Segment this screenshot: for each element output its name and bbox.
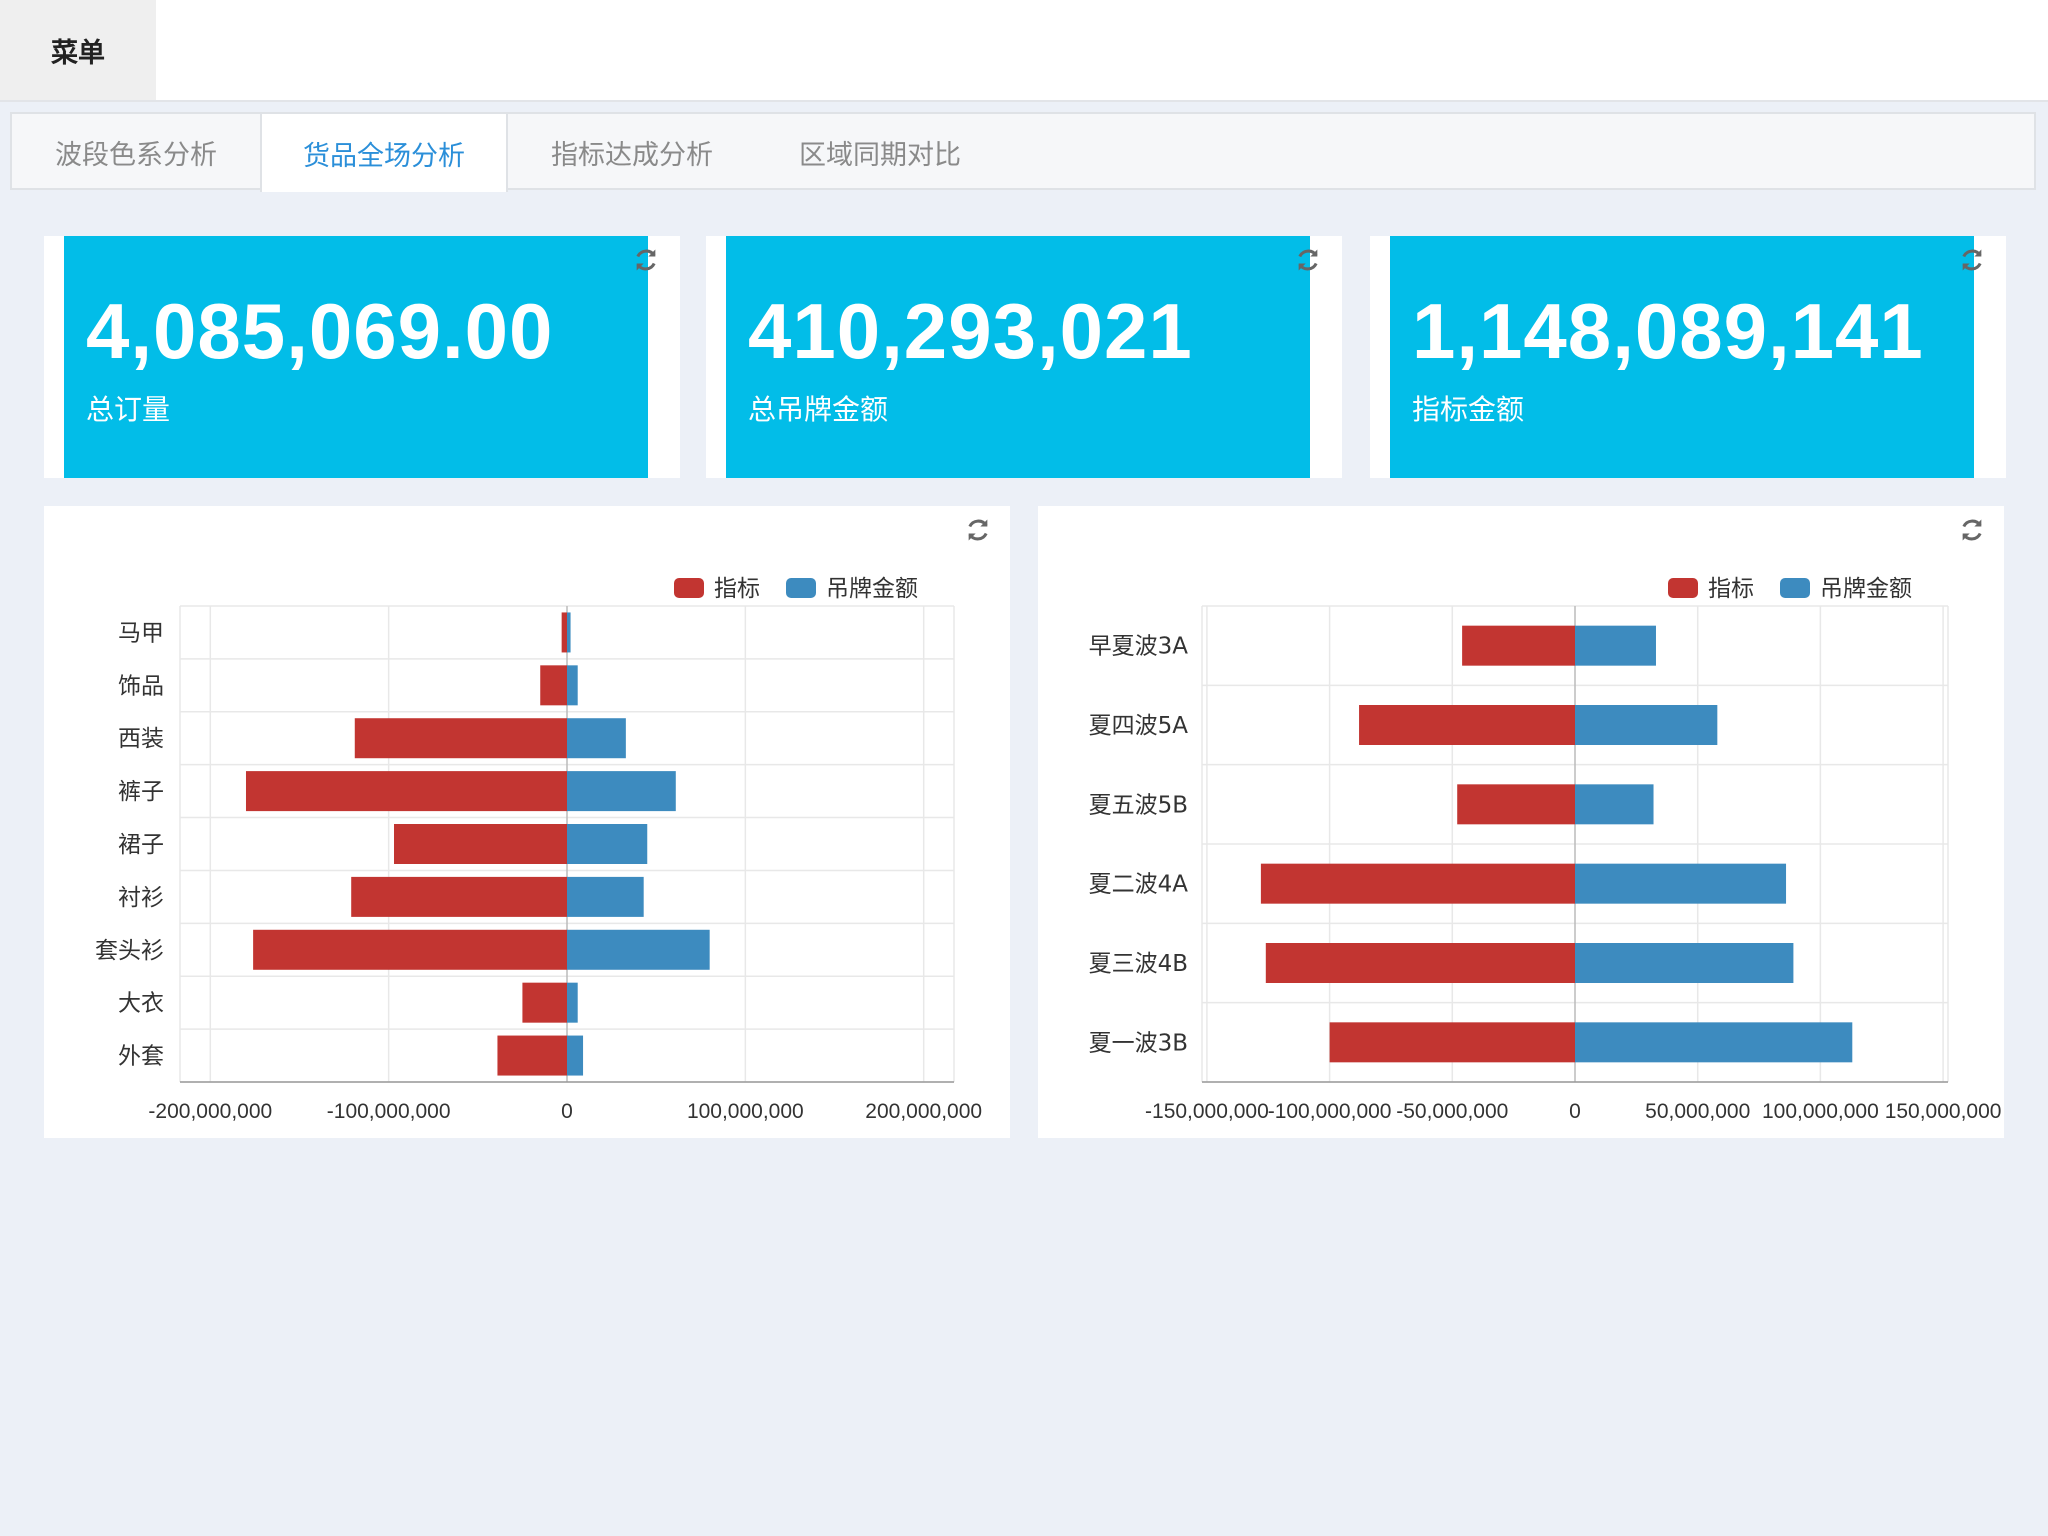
- kpi-value: 1,148,089,141: [1412, 287, 1924, 375]
- legend-label: 吊牌金额: [826, 576, 918, 602]
- refresh-icon[interactable]: [1958, 516, 1986, 544]
- bar-tag-amount: [1575, 1022, 1853, 1063]
- category-label: 裤子: [118, 779, 164, 805]
- top-bar: 菜单: [0, 0, 2048, 102]
- bar-target: [1265, 943, 1575, 983]
- category-label: 夏三波4B: [1089, 951, 1188, 977]
- legend-swatch: [674, 578, 704, 598]
- legend-swatch: [1668, 578, 1698, 598]
- bar-target: [497, 1035, 567, 1076]
- bar-tag-amount: [567, 982, 578, 1023]
- x-tick-label: 150,000,000: [1885, 1100, 2002, 1123]
- refresh-icon[interactable]: [632, 246, 660, 274]
- tab-band-color-analysis[interactable]: 波段色系分析: [55, 139, 217, 171]
- category-label: 套头衫: [95, 938, 164, 964]
- category-label: 早夏波3A: [1089, 634, 1189, 660]
- legend-label: 指标: [714, 576, 760, 602]
- bar-tag-amount: [567, 876, 644, 917]
- kpi-tile: 4,085,069.00 总订量: [64, 236, 648, 478]
- legend-swatch: [786, 578, 816, 598]
- menu-button[interactable]: 菜单: [0, 0, 156, 100]
- category-label: 饰品: [118, 673, 164, 699]
- bar-target: [1457, 784, 1575, 825]
- bar-tag-amount: [567, 612, 571, 653]
- chart-panel-band: -150,000,000 -100,000,000 -50,000,000 0 50,0…: [1038, 506, 2004, 1138]
- kpi-value: 410,293,021: [748, 287, 1193, 375]
- bar-tag-amount: [567, 665, 578, 706]
- bar-target: [1260, 863, 1575, 904]
- kpi-card-target-amount: 1,148,089,141 指标金额: [1370, 236, 2006, 478]
- x-tick-label: 100,000,000: [1762, 1100, 1879, 1123]
- category-label: 西装: [118, 726, 164, 752]
- x-tick-label: -100,000,000: [1268, 1100, 1392, 1123]
- kpi-label: 总吊牌金额: [748, 393, 889, 426]
- category-bar-chart: -200,000,000 -100,000,000 0 100,000,000 200,…: [95, 576, 982, 1123]
- bar-target: [253, 929, 567, 970]
- x-tick-label: -200,000,000: [148, 1100, 272, 1123]
- bar-tag-amount: [567, 1035, 584, 1076]
- tab-region-yoy-comparison[interactable]: 区域同期对比: [799, 139, 961, 171]
- category-label: 夏二波4A: [1089, 872, 1189, 898]
- x-tick-label: 0: [561, 1100, 573, 1123]
- x-tick-label: -150,000,000: [1145, 1100, 1269, 1123]
- kpi-tile: 410,293,021 总吊牌金额: [726, 236, 1310, 478]
- tab-bar: 波段色系分析 货品全场分析 指标达成分析 区域同期对比: [10, 112, 2036, 192]
- category-label: 大衣: [118, 991, 164, 1017]
- x-tick-label: 100,000,000: [687, 1100, 804, 1123]
- refresh-icon[interactable]: [964, 516, 992, 544]
- refresh-icon[interactable]: [1958, 246, 1986, 274]
- x-tick-label: -50,000,000: [1396, 1100, 1508, 1123]
- kpi-card-total-tag-amount: 410,293,021 总吊牌金额: [706, 236, 1342, 478]
- bar-tag-amount: [567, 771, 676, 812]
- kpi-value: 4,085,069.00: [86, 287, 554, 375]
- legend-swatch: [1780, 578, 1810, 598]
- bar-tag-amount: [1575, 705, 1718, 745]
- bar-target: [394, 824, 567, 864]
- category-label: 马甲: [118, 620, 164, 646]
- bar-target: [351, 876, 567, 917]
- kpi-tile: 1,148,089,141 指标金额: [1390, 236, 1974, 478]
- kpi-card-total-orders: 4,085,069.00 总订量: [44, 236, 680, 478]
- tab-goods-overall-analysis[interactable]: 货品全场分析: [260, 114, 508, 192]
- bar-tag-amount: [1575, 863, 1787, 904]
- x-tick-label: 50,000,000: [1645, 1100, 1750, 1123]
- bar-tag-amount: [1575, 943, 1794, 983]
- bar-target: [245, 771, 567, 812]
- category-label: 夏四波5A: [1089, 713, 1189, 739]
- bar-target: [561, 612, 567, 653]
- x-tick-label: 0: [1569, 1100, 1581, 1123]
- kpi-label: 指标金额: [1412, 393, 1525, 426]
- refresh-icon[interactable]: [1294, 246, 1322, 274]
- category-label: 外套: [118, 1044, 164, 1070]
- bar-target: [522, 982, 567, 1023]
- band-bar-chart: -150,000,000-100,000,000 -50,000,000 0 50,0…: [1089, 576, 2002, 1123]
- category-label: 衬衫: [118, 885, 164, 911]
- bar-tag-amount: [567, 718, 626, 759]
- bar-tag-amount: [567, 929, 710, 970]
- tab-target-achievement-analysis[interactable]: 指标达成分析: [551, 139, 713, 171]
- kpi-label: 总订量: [86, 393, 171, 426]
- bar-tag-amount: [567, 824, 648, 864]
- legend-label: 指标: [1708, 576, 1754, 602]
- bar-target: [1462, 625, 1575, 666]
- chart-panel-category: -200,000,000 -100,000,000 0 100,000,000 200,…: [44, 506, 1010, 1138]
- category-label: 裙子: [118, 832, 164, 858]
- bar-tag-amount: [1575, 784, 1654, 825]
- bar-target: [540, 665, 567, 706]
- legend-label: 吊牌金额: [1820, 576, 1912, 602]
- category-label: 夏一波3B: [1089, 1030, 1188, 1056]
- bar-target: [1359, 705, 1575, 745]
- bar-target: [354, 718, 567, 759]
- x-tick-label: 200,000,000: [865, 1100, 982, 1123]
- x-tick-label: -100,000,000: [327, 1100, 451, 1123]
- category-label: 夏五波5B: [1089, 792, 1188, 818]
- bar-tag-amount: [1575, 625, 1656, 666]
- bar-target: [1329, 1022, 1575, 1063]
